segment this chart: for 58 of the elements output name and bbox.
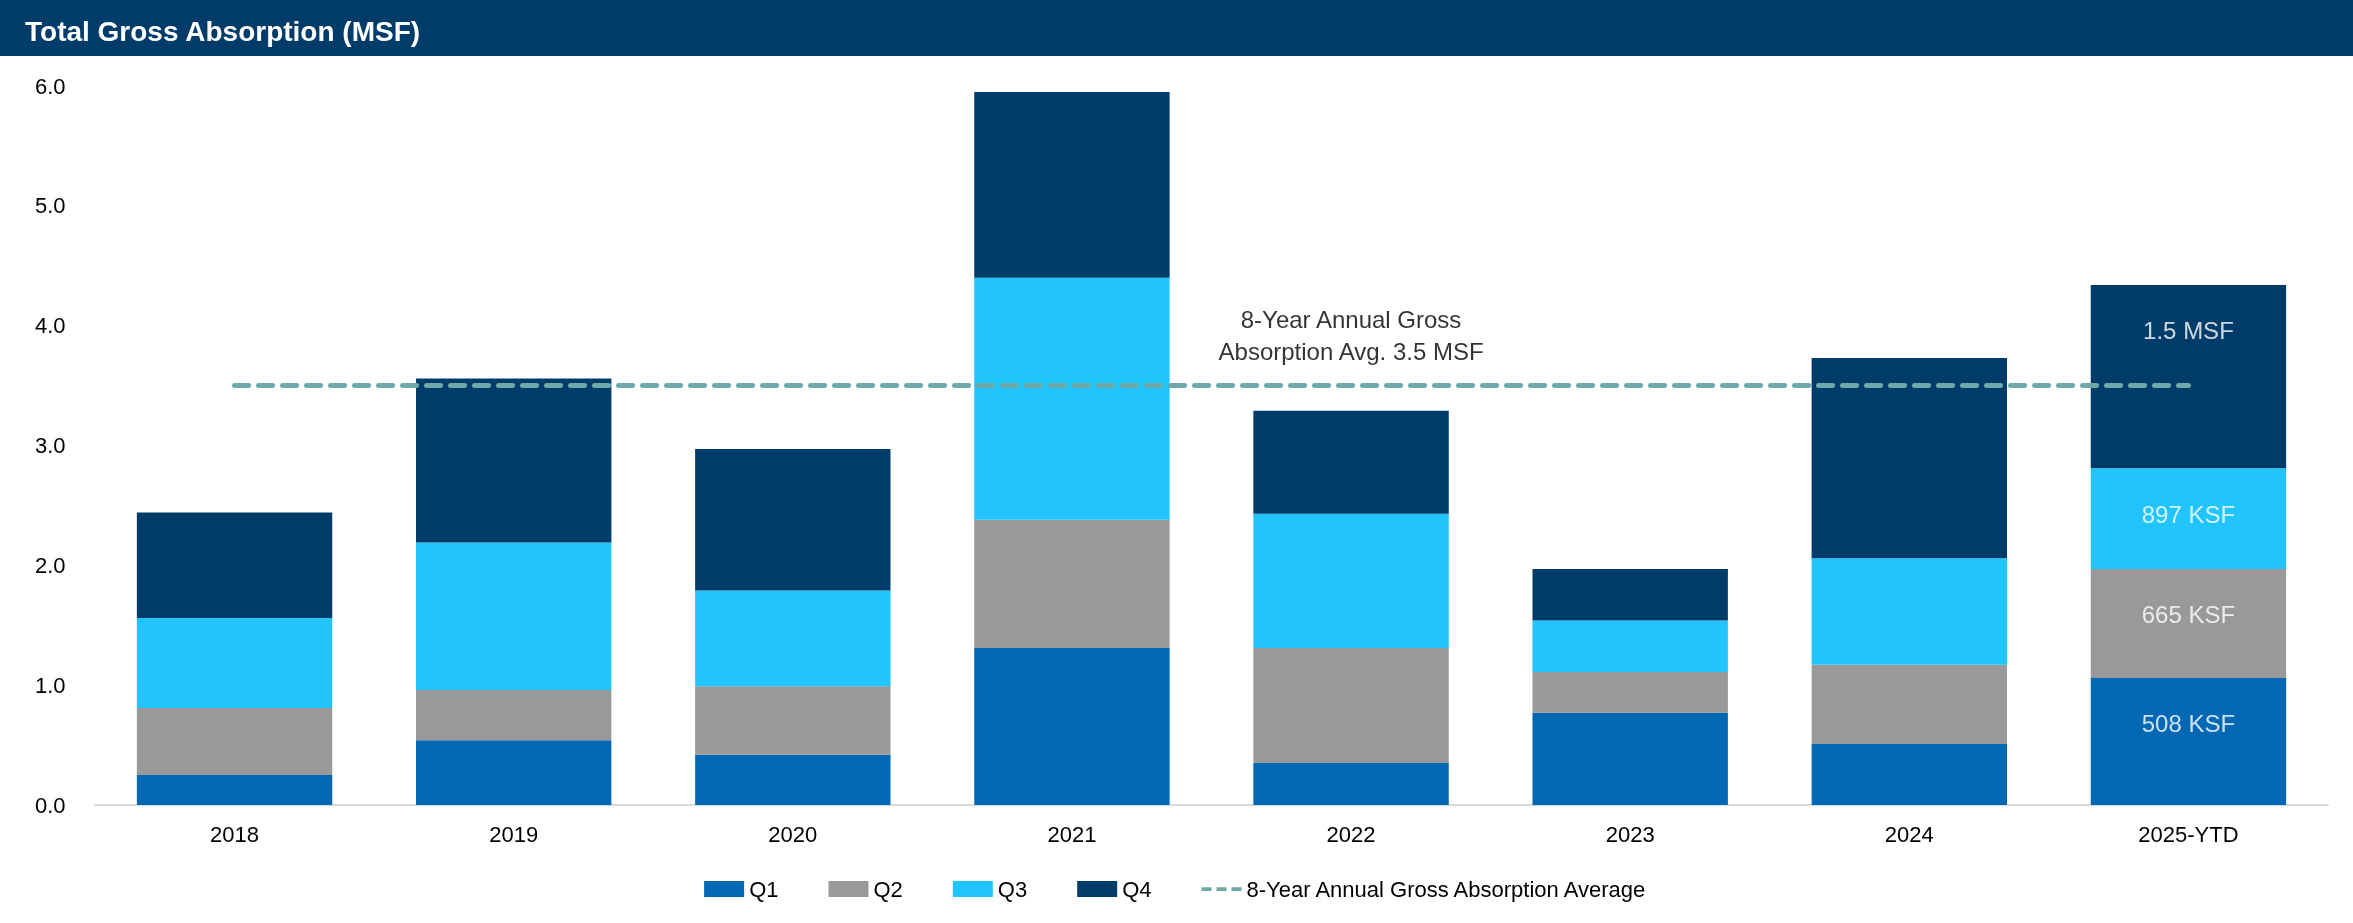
y-tick-label: 4.0 <box>35 313 66 339</box>
bar <box>695 686 891 755</box>
x-tick-label: 2021 <box>1047 821 1097 847</box>
y-tick-label: 3.0 <box>35 433 66 458</box>
bar <box>415 378 612 543</box>
x-tick-label: 2022 <box>1326 821 1376 847</box>
bar <box>1253 648 1449 764</box>
bar <box>695 449 891 591</box>
bar <box>1811 358 2008 559</box>
bar <box>415 740 612 805</box>
annotation: 1.5 MSF <box>2143 317 2234 345</box>
y-tick-label: 2.0 <box>35 552 66 578</box>
bar <box>136 618 333 708</box>
x-tick-label: 2025-YTD <box>2138 821 2239 847</box>
bar <box>1532 620 1728 672</box>
bar <box>136 707 333 776</box>
annotation: 665 KSF <box>2141 601 2236 629</box>
bar <box>136 512 333 619</box>
bar <box>974 277 1170 520</box>
y-tick-label: 6.0 <box>35 73 66 99</box>
bar <box>1532 712 1728 805</box>
bar <box>1811 558 2008 665</box>
bar <box>1532 568 1728 621</box>
bar <box>1811 664 2008 744</box>
x-tick-label: 2024 <box>1884 821 1934 847</box>
chart-title: Total Gross Absorption (MSF) <box>25 15 421 47</box>
bar <box>695 590 891 687</box>
bar <box>2090 677 2287 805</box>
bar <box>136 775 333 805</box>
x-tick-label: 2023 <box>1605 821 1655 847</box>
bar <box>695 754 891 805</box>
bar <box>974 519 1170 649</box>
y-tick-label: 1.0 <box>35 672 66 698</box>
legend-label: Q2 <box>873 876 903 902</box>
legend-label: Q3 <box>997 876 1028 902</box>
bar <box>2090 284 2287 469</box>
bar <box>1253 410 1449 514</box>
y-tick-label: 5.0 <box>35 193 66 219</box>
bar <box>974 91 1170 278</box>
annotation: 897 KSF <box>2141 500 2236 528</box>
annotation: 508 KSF <box>2141 710 2236 738</box>
bar <box>1532 671 1728 713</box>
annotation: 8-Year Annual Gross Absorption Avg. 3.5 MSF <box>1218 306 1484 366</box>
legend-label: Q1 <box>749 876 779 902</box>
legend-label: 8-Year Annual Gross Absorption Average <box>1246 876 1646 902</box>
bar <box>1253 763 1449 805</box>
bar <box>1811 743 2008 805</box>
bar <box>2090 468 2287 569</box>
bar <box>415 542 612 690</box>
x-tick-label: 2019 <box>489 821 539 847</box>
bar <box>415 689 612 741</box>
y-tick-label: 0.0 <box>35 792 66 818</box>
bar <box>974 648 1170 805</box>
legend-label: Q4 <box>1122 876 1152 902</box>
x-tick-label: 2020 <box>768 821 818 847</box>
bar <box>1253 513 1449 649</box>
bar <box>2090 568 2287 678</box>
x-tick-label: 2018 <box>210 821 260 847</box>
